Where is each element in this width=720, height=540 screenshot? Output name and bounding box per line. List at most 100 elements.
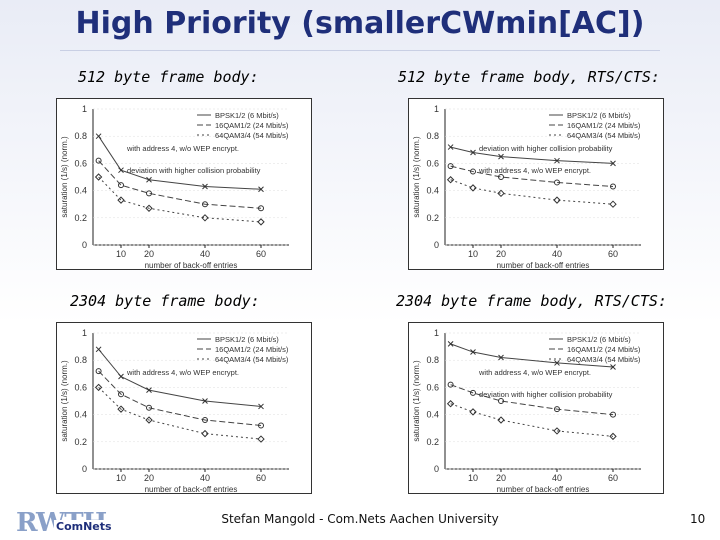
y-tick-label: 0.2	[426, 213, 439, 223]
data-point	[118, 182, 124, 189]
data-point	[447, 381, 454, 388]
data-point	[146, 190, 152, 197]
legend-label: 16QAM1/2 (24 Mbit/s)	[215, 345, 289, 354]
data-point	[609, 200, 617, 208]
x-tick-label: 60	[256, 473, 266, 483]
title-text-2: CWmin	[440, 6, 559, 41]
y-tick-label: 1	[82, 328, 87, 338]
chart-4-svg: 0 0.2 0.4 0.6 0.8 1 10 20 40 60 number of back-off…	[412, 328, 641, 494]
x-tick-label: 10	[116, 473, 126, 483]
data-point	[146, 176, 152, 183]
annotation: with address 4, w/o WEP encrypt.	[478, 166, 591, 175]
x-tick-label: 20	[144, 249, 154, 259]
data-point	[95, 346, 102, 353]
data-point	[202, 183, 208, 190]
y-tick-label: 1	[82, 104, 87, 114]
data-point	[554, 360, 560, 366]
y-tick-label: 0.6	[426, 382, 439, 392]
footer-text: Stefan Mangold - Com.Nets Aachen Univers…	[221, 512, 499, 526]
series-line-2	[98, 370, 262, 426]
data-point	[117, 196, 125, 204]
x-tick-label: 20	[144, 473, 154, 483]
data-point	[146, 404, 152, 411]
series-line-3	[98, 387, 262, 440]
data-point	[202, 398, 208, 404]
title-divider	[60, 50, 660, 51]
legend-label: 64QAM3/4 (54 Mbit/s)	[567, 131, 641, 140]
x-tick-label: 10	[468, 473, 478, 483]
data-point	[610, 160, 616, 167]
y-tick-label: 0	[434, 240, 439, 250]
x-tick-label: 60	[256, 249, 266, 259]
y-tick-label: 1	[434, 328, 439, 338]
data-point	[258, 422, 264, 429]
data-point	[470, 389, 476, 396]
plot-panel-1: 0 0.2 0.4 0.6 0.8 1 10 20 40 60 number of back-off…	[56, 98, 312, 270]
university-logo: RWTH ComNets	[14, 508, 114, 538]
y-axis-label: saturation (1/s) (norm.)	[412, 136, 421, 218]
legend-label: BPSK1/2 (6 Mbit/s)	[567, 335, 631, 344]
x-axis-label: number of back-off entries	[145, 261, 238, 270]
x-tick-label: 20	[496, 249, 506, 259]
chart-3-svg: 0 0.2 0.4 0.6 0.8 1 10 20 40 60 number of back-off…	[60, 328, 289, 494]
data-point	[446, 400, 455, 408]
data-point	[95, 133, 102, 140]
data-point	[498, 153, 504, 160]
data-point	[610, 411, 616, 418]
x-tick-label: 40	[200, 473, 210, 483]
y-tick-label: 0.4	[426, 410, 439, 420]
data-point	[554, 406, 560, 413]
data-point	[118, 167, 124, 174]
caption-3: 2304 byte frame body:	[70, 292, 260, 310]
page-number: 10	[690, 512, 706, 526]
data-point	[497, 189, 505, 198]
data-point	[497, 416, 505, 424]
series-line-2	[450, 165, 614, 188]
data-point	[610, 183, 616, 190]
y-tick-label: 0.4	[426, 186, 439, 196]
data-point	[498, 398, 504, 404]
caption-1: 512 byte frame body:	[78, 68, 259, 86]
annotation: with address 4, w/o WEP encrypt.	[478, 368, 591, 377]
title-text-3: [AC])	[558, 6, 645, 41]
annotation: with address 4, w/o WEP encrypt.	[126, 368, 239, 377]
data-point	[201, 214, 209, 222]
title-text-1: High Priority (smaller	[75, 6, 441, 41]
y-tick-label: 0.6	[74, 382, 87, 392]
y-tick-label: 0	[434, 464, 439, 474]
data-point	[146, 387, 152, 393]
data-point	[469, 184, 477, 192]
y-tick-label: 0.2	[74, 213, 87, 223]
x-axis-label: number of back-off entries	[497, 485, 590, 494]
logo-sub-text: ComNets	[54, 520, 114, 533]
x-tick-label: 10	[116, 249, 126, 259]
annotation: deviation with higher collision probabil…	[479, 144, 613, 153]
y-tick-label: 0.6	[74, 158, 87, 168]
data-point	[447, 144, 454, 150]
y-axis-label: saturation (1/s) (norm.)	[60, 360, 69, 442]
annotation: deviation with higher collision probabil…	[127, 166, 261, 175]
data-point	[553, 196, 561, 204]
legend-label: BPSK1/2 (6 Mbit/s)	[215, 335, 279, 344]
data-point	[470, 168, 476, 175]
data-point	[145, 204, 153, 212]
legend-label: 64QAM3/4 (54 Mbit/s)	[567, 355, 641, 364]
data-point	[554, 157, 560, 164]
plot-panel-2: 0 0.2 0.4 0.6 0.8 1 10 20 40 60 number of back-off…	[408, 98, 664, 270]
data-point	[498, 354, 504, 361]
data-point	[258, 205, 264, 212]
legend-label: BPSK1/2 (6 Mbit/s)	[567, 111, 631, 120]
data-point	[553, 427, 561, 435]
data-point	[470, 349, 476, 355]
x-tick-label: 20	[496, 473, 506, 483]
caption-4: 2304 byte frame body, RTS/CTS:	[396, 292, 667, 310]
y-tick-label: 0	[82, 464, 87, 474]
y-tick-label: 0.8	[74, 131, 87, 141]
y-tick-label: 0	[82, 240, 87, 250]
legend-label: 16QAM1/2 (24 Mbit/s)	[567, 345, 641, 354]
data-point	[202, 417, 208, 424]
series-line-3	[98, 176, 262, 223]
data-point	[258, 403, 264, 410]
data-point	[118, 391, 124, 398]
y-tick-label: 0.8	[426, 355, 439, 365]
